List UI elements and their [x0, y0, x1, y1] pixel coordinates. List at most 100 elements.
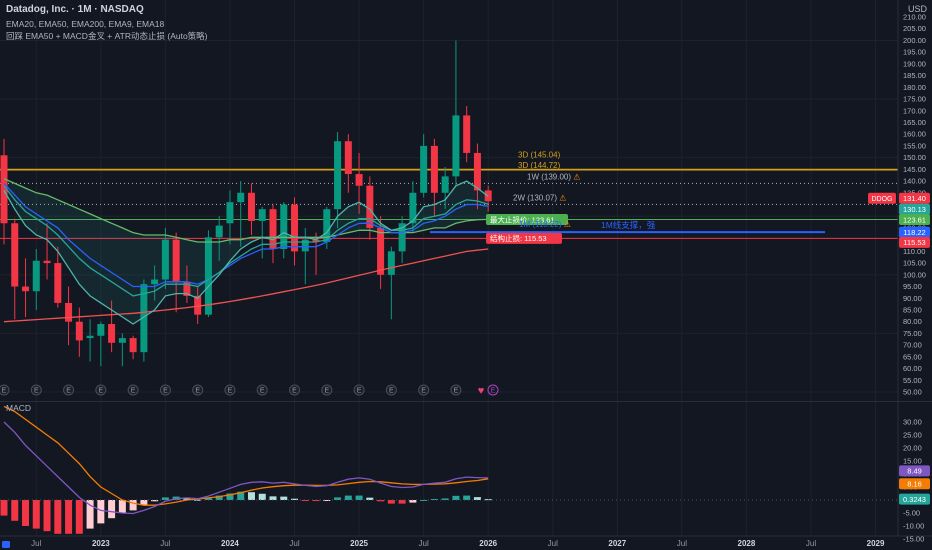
macd-histogram-bar[interactable]	[237, 491, 245, 500]
level-2w-label[interactable]: 2W (130.07) ⚠	[513, 193, 566, 202]
candle-body[interactable]	[226, 202, 234, 224]
candle-body[interactable]	[377, 227, 385, 275]
time-axis[interactable]: Jul 2023 Jul 2024 Jul 2025 Jul 2026 Jul 2027 Jul 20…	[31, 539, 885, 548]
macd-histogram-bar[interactable]	[441, 498, 449, 500]
candle-body[interactable]	[291, 204, 299, 252]
candle-body[interactable]	[247, 192, 255, 221]
candles-series[interactable]	[0, 40, 492, 367]
macd-histogram-bar[interactable]	[344, 495, 352, 500]
earnings-marker[interactable]	[385, 384, 397, 396]
macd-histogram-bar[interactable]	[86, 500, 94, 529]
earnings-marker[interactable]	[192, 384, 204, 396]
macd-line[interactable]	[3, 421, 489, 515]
macd-pane-label[interactable]: MACD	[6, 403, 32, 413]
candle-body[interactable]	[344, 141, 352, 175]
level-1w-label[interactable]: 1W (139.00) ⚠	[527, 172, 580, 181]
price-axis[interactable]: 210.00 205.00 200.00 195.00 190.00 185.00 180.…	[903, 13, 926, 544]
macd-histogram-bar[interactable]	[420, 500, 428, 501]
candle-body[interactable]	[441, 176, 449, 193]
ema9-line[interactable]	[3, 180, 489, 325]
macd-histogram-bar[interactable]	[377, 500, 385, 502]
level-3d-upper-label[interactable]: 3D (145.04)	[518, 150, 561, 159]
indicator-emas-label[interactable]: EMA20, EMA50, EMA200, EMA9, EMA18	[6, 18, 165, 29]
candle-body[interactable]	[75, 321, 83, 341]
macd-histogram-bar[interactable]	[291, 498, 299, 500]
level-max-stop-badge[interactable]	[486, 213, 568, 225]
macd-histogram-bar[interactable]	[226, 493, 234, 501]
candle-body[interactable]	[129, 338, 137, 353]
symbol-title[interactable]: Datadog, Inc. · 1M · NASDAQ	[6, 4, 144, 15]
macd-histogram-bar[interactable]	[323, 500, 331, 501]
macd-histogram-bar[interactable]	[140, 500, 148, 506]
candle-body[interactable]	[398, 223, 406, 252]
candle-body[interactable]	[183, 281, 191, 296]
macd-histogram-bar[interactable]	[22, 500, 30, 526]
time-axis-quick-icon[interactable]	[2, 541, 10, 548]
macd-histogram-bar[interactable]	[269, 496, 277, 500]
macd-histogram-bar[interactable]	[430, 498, 438, 500]
candle-body[interactable]	[11, 223, 19, 287]
candle-body[interactable]	[32, 260, 40, 292]
macd-histogram-bar[interactable]	[355, 495, 363, 500]
candle-body[interactable]	[22, 286, 30, 292]
candle-body[interactable]	[172, 239, 180, 282]
candle-body[interactable]	[97, 324, 105, 336]
candle-body[interactable]	[65, 302, 73, 322]
macd-histogram-bar[interactable]	[194, 499, 202, 501]
macd-histogram-bar[interactable]	[97, 500, 105, 524]
earnings-marker[interactable]	[256, 384, 268, 396]
macd-histogram-bar[interactable]	[366, 497, 374, 500]
candle-body[interactable]	[355, 174, 363, 186]
macd-histogram-bar[interactable]	[312, 500, 320, 502]
macd-histogram-bar[interactable]	[473, 497, 481, 500]
level-1m-support-label[interactable]: 1M (118.22) ⚠	[519, 220, 571, 229]
candle-body[interactable]	[0, 155, 8, 224]
candle-body[interactable]	[409, 192, 417, 224]
earnings-marker[interactable]	[418, 384, 430, 396]
macd-histogram-bar[interactable]	[0, 500, 8, 516]
earnings-marker[interactable]	[450, 384, 462, 396]
macd-histogram-bar[interactable]	[129, 500, 137, 511]
macd-histogram-bar[interactable]	[398, 500, 406, 504]
macd-histogram-bar[interactable]	[301, 500, 309, 501]
candle-body[interactable]	[366, 185, 374, 228]
macd-histogram-bar[interactable]	[11, 500, 19, 521]
heart-icon[interactable]: ♥	[478, 385, 485, 397]
candle-body[interactable]	[280, 204, 288, 250]
earnings-marker[interactable]	[289, 384, 301, 396]
candle-body[interactable]	[301, 239, 309, 252]
macd-histogram-bar[interactable]	[65, 500, 73, 534]
candle-body[interactable]	[258, 209, 266, 221]
macd-histogram-bar[interactable]	[161, 497, 169, 500]
macd-histogram-bar[interactable]	[32, 500, 40, 529]
earnings-marker[interactable]	[127, 384, 139, 396]
ema50-line[interactable]	[3, 178, 489, 243]
candle-body[interactable]	[43, 260, 51, 264]
macd-histogram-bar[interactable]	[247, 492, 255, 500]
candle-body[interactable]	[54, 263, 62, 303]
candle-body[interactable]	[387, 251, 395, 275]
earnings-marker[interactable]	[30, 384, 42, 396]
macd-histogram-bar[interactable]	[409, 500, 417, 503]
ema200-line[interactable]	[3, 248, 489, 323]
earnings-marker[interactable]	[224, 384, 236, 396]
candle-body[interactable]	[269, 209, 277, 250]
macd-histogram-bar[interactable]	[151, 500, 159, 502]
macd-histogram-bar[interactable]	[54, 500, 62, 534]
candle-body[interactable]	[420, 145, 428, 193]
macd-histogram-bar[interactable]	[215, 495, 223, 500]
earnings-marker[interactable]	[321, 384, 333, 396]
candle-body[interactable]	[86, 335, 94, 339]
earnings-marker[interactable]	[95, 384, 107, 396]
macd-histogram-bar[interactable]	[258, 493, 266, 500]
candle-body[interactable]	[237, 192, 245, 203]
candle-body[interactable]	[215, 225, 223, 238]
macd-histogram-bar[interactable]	[334, 497, 342, 500]
macd-histogram-bar[interactable]	[75, 500, 83, 534]
ema18-line[interactable]	[3, 185, 489, 297]
candle-body[interactable]	[334, 141, 342, 210]
macd-histogram-bar[interactable]	[280, 496, 288, 500]
candle-body[interactable]	[312, 239, 320, 242]
earnings-marker[interactable]	[159, 384, 171, 396]
